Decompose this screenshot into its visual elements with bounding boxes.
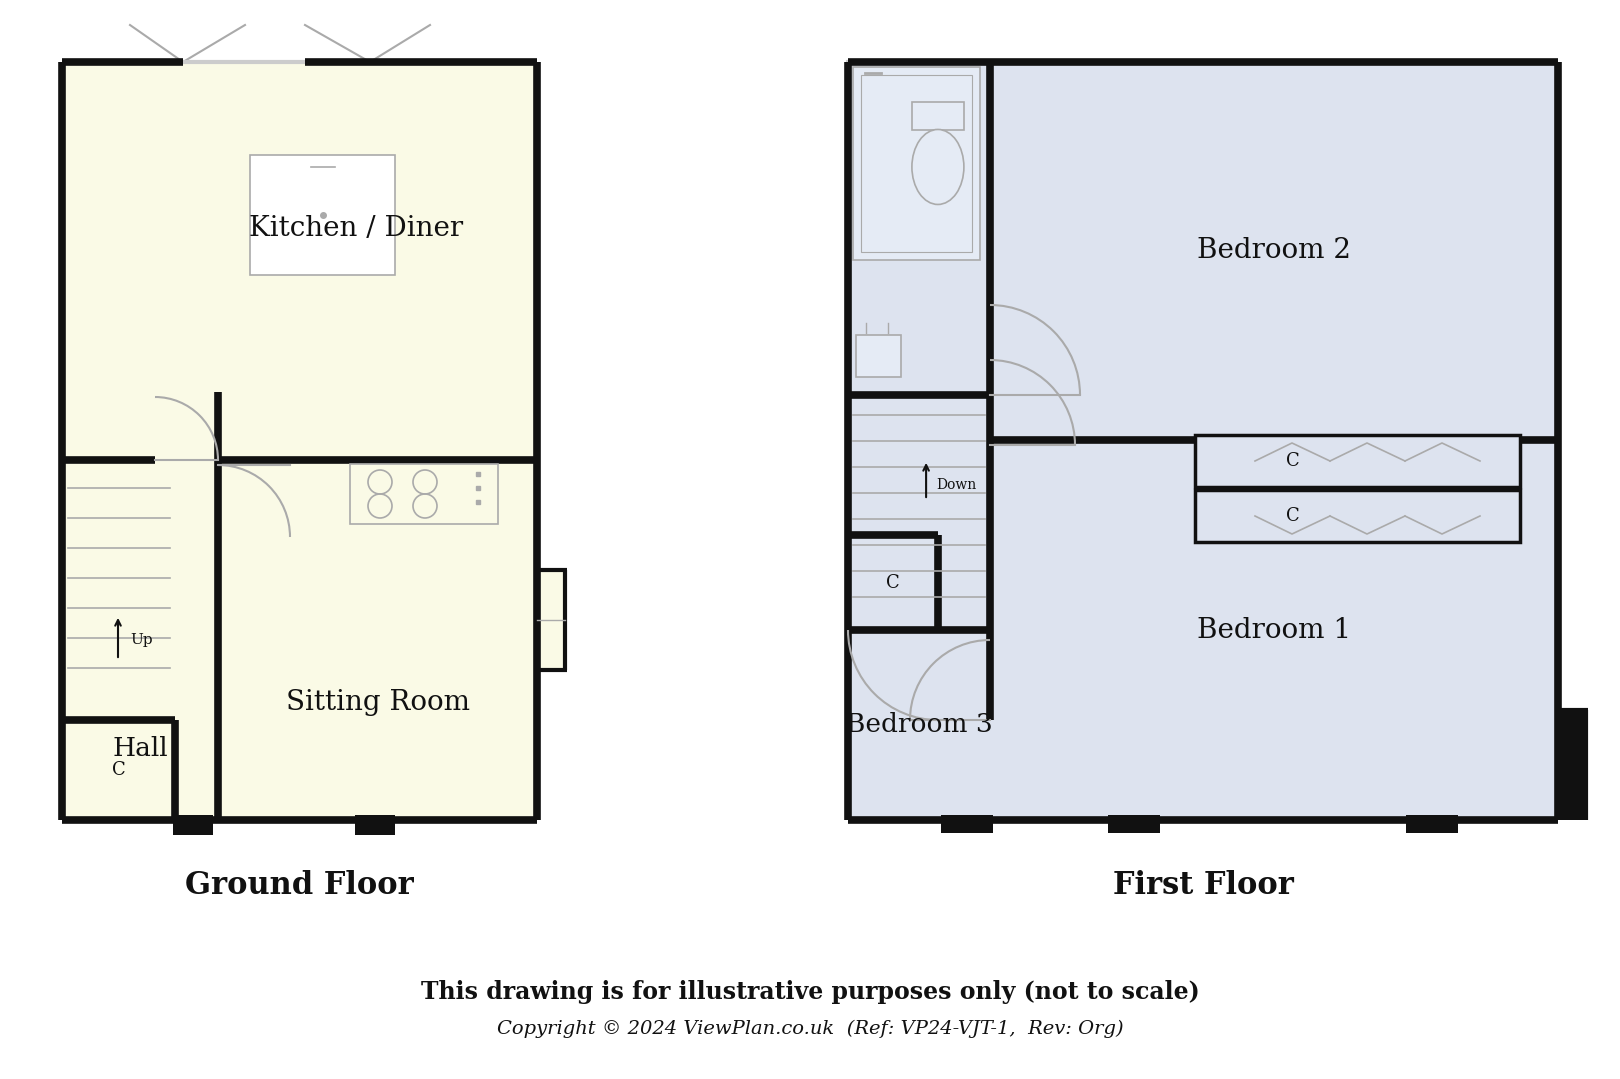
Bar [860, 76, 972, 252]
Bar [855, 334, 901, 377]
Text: Bedroom 3: Bedroom 3 [846, 712, 993, 738]
Bar [1196, 435, 1520, 487]
Bar [355, 815, 395, 835]
Text: Sitting Room: Sitting Room [285, 689, 470, 716]
Text: Ground Floor: Ground Floor [185, 870, 413, 901]
Text: C: C [886, 574, 899, 591]
Bar [1108, 815, 1160, 833]
Bar [249, 155, 395, 275]
Bar [1406, 815, 1458, 833]
Text: Hall: Hall [112, 736, 168, 761]
Text: First Floor: First Floor [1113, 870, 1293, 901]
Text: This drawing is for illustrative purposes only (not to scale): This drawing is for illustrative purpose… [421, 980, 1199, 1003]
Bar [847, 62, 1558, 820]
Ellipse shape [912, 129, 964, 204]
Bar [912, 101, 964, 129]
Bar [1555, 710, 1586, 820]
Bar [1196, 490, 1520, 542]
Bar [173, 815, 212, 835]
Bar [62, 62, 536, 820]
Text: Up: Up [130, 633, 152, 647]
Bar [854, 67, 980, 260]
Text: C: C [112, 761, 125, 779]
Text: C: C [1286, 452, 1299, 470]
Text: Down: Down [936, 478, 977, 492]
Text: Bedroom 2: Bedroom 2 [1197, 237, 1351, 264]
Text: C: C [1286, 507, 1299, 525]
Text: Kitchen / Diner: Kitchen / Diner [249, 215, 463, 243]
Text: Copyright © 2024 ViewPlan.co.uk  (Ref: VP24-VJT-1,  Rev: Org): Copyright © 2024 ViewPlan.co.uk (Ref: VP… [497, 1020, 1123, 1038]
Text: Bedroom 1: Bedroom 1 [1197, 616, 1351, 643]
Bar [941, 815, 993, 833]
Bar [535, 570, 565, 670]
Bar [350, 464, 497, 524]
